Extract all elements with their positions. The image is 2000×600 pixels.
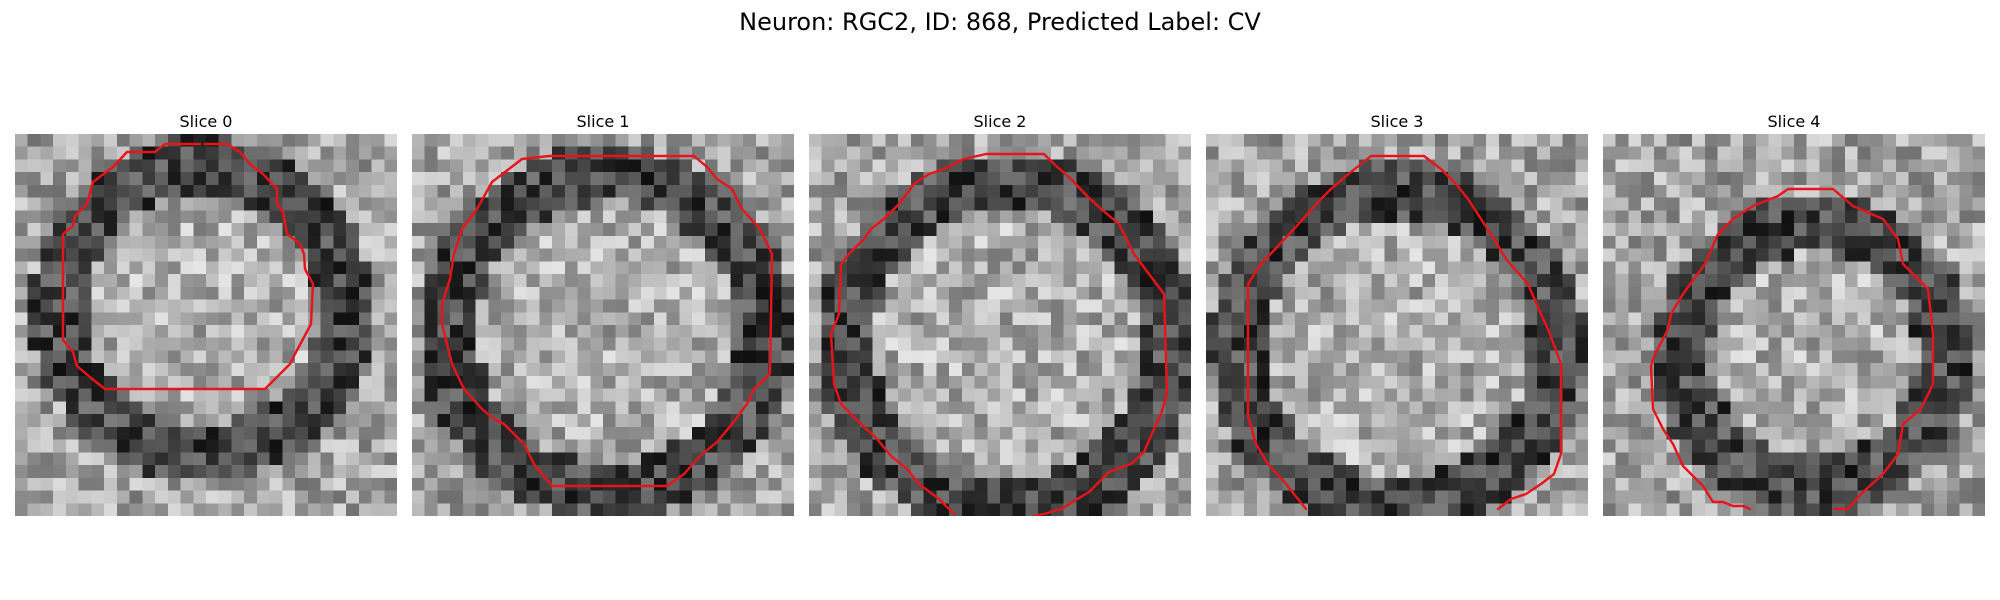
slice-title: Slice 3: [1370, 112, 1424, 131]
slice-panel-0: Slice 0: [15, 110, 397, 516]
slice-image: [809, 134, 1191, 516]
segmentation-contour: [440, 154, 774, 488]
contour-line: [440, 154, 774, 488]
slice-image: [15, 134, 397, 516]
microscopy-image: [1603, 134, 1985, 516]
slice-image: [1603, 134, 1985, 516]
segmentation-contour: [61, 142, 315, 391]
microscopy-image: [1206, 134, 1588, 516]
contour-line: [1246, 154, 1563, 511]
contour-line: [829, 152, 1169, 516]
microscopy-image: [15, 134, 397, 516]
slice-title: Slice 2: [973, 112, 1027, 131]
slice-image: [1206, 134, 1588, 516]
slice-panel-3: Slice 3: [1206, 110, 1588, 516]
segmentation-contour: [829, 152, 1169, 516]
segmentation-contour: [1649, 187, 1935, 511]
slice-title: Slice 4: [1767, 112, 1821, 131]
contour-line: [1649, 187, 1935, 511]
contour-line: [61, 142, 315, 391]
microscopy-image: [412, 134, 794, 516]
figure-title: Neuron: RGC2, ID: 868, Predicted Label: …: [739, 8, 1261, 36]
slice-panel-1: Slice 1: [412, 110, 794, 516]
slice-panel-2: Slice 2: [809, 110, 1191, 516]
segmentation-contour: [1246, 154, 1563, 511]
slice-panel-4: Slice 4: [1603, 110, 1985, 516]
slice-title: Slice 1: [576, 112, 630, 131]
slice-title: Slice 0: [179, 112, 233, 131]
slice-image: [412, 134, 794, 516]
microscopy-image: [809, 134, 1191, 516]
